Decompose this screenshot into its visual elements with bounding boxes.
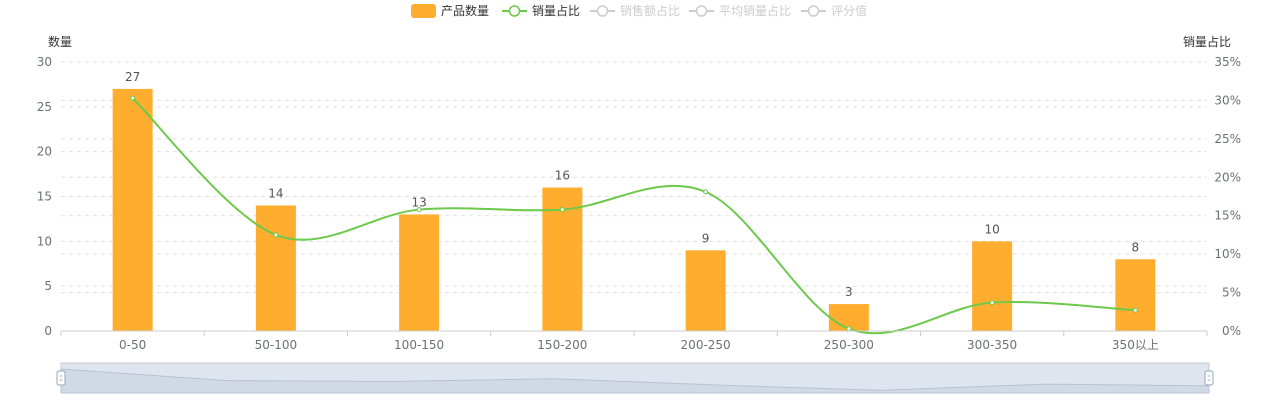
bar-data-label: 8 bbox=[1132, 240, 1140, 254]
legend-marker-icon bbox=[596, 5, 609, 17]
legend-item[interactable]: 销量占比 bbox=[502, 3, 580, 18]
zoom-handle-left[interactable] bbox=[56, 370, 66, 386]
x-tick-label: 350以上 bbox=[1112, 338, 1159, 352]
legend-marker-icon bbox=[807, 5, 820, 17]
y-tick-label-right: 35% bbox=[1214, 55, 1241, 69]
line-point[interactable] bbox=[1132, 307, 1138, 313]
axes: 0-50 50-100 100-150 150-200 200-250 250-300 30… bbox=[37, 55, 1241, 352]
legend-marker-icon bbox=[508, 5, 521, 17]
legend-item[interactable]: 销售额占比 bbox=[590, 3, 680, 18]
zoom-handle-right[interactable] bbox=[1204, 370, 1214, 386]
zoom-data-shadow bbox=[60, 368, 1210, 394]
y-tick-label-right: 30% bbox=[1214, 93, 1241, 107]
bar-series bbox=[112, 88, 1156, 332]
y-tick-label-right: 20% bbox=[1214, 170, 1241, 184]
y-tick-label-left: 0 bbox=[44, 324, 52, 338]
y-tick-label-right: 25% bbox=[1214, 132, 1241, 146]
y-tick-label-left: 30 bbox=[37, 55, 52, 69]
grid bbox=[61, 61, 1207, 294]
bar-data-labels: 27 14 13 16 9 3 10 8 bbox=[125, 70, 1139, 299]
legend-item[interactable]: 评分值 bbox=[801, 3, 867, 18]
x-tick-label: 0-50 bbox=[119, 338, 146, 352]
line-point[interactable] bbox=[273, 232, 279, 238]
data-zoom-slider[interactable] bbox=[56, 362, 1214, 394]
legend-label: 销量占比 bbox=[532, 3, 580, 18]
legend-label: 评分值 bbox=[831, 3, 867, 18]
bar-data-label: 16 bbox=[555, 169, 570, 183]
bar[interactable] bbox=[399, 214, 440, 331]
x-tick-label: 250-300 bbox=[824, 338, 874, 352]
legend-bar-swatch bbox=[411, 4, 436, 18]
y-tick-label-left: 10 bbox=[37, 234, 52, 248]
y-tick-label-left: 25 bbox=[37, 100, 52, 114]
legend-label: 销售额占比 bbox=[620, 3, 680, 18]
line-point[interactable] bbox=[703, 189, 709, 195]
x-tick-label: 200-250 bbox=[681, 338, 731, 352]
bar[interactable] bbox=[685, 250, 726, 331]
y-tick-label-right: 5% bbox=[1222, 286, 1241, 300]
legend-label: 平均销量占比 bbox=[719, 3, 791, 18]
legend-item[interactable]: 平均销量占比 bbox=[689, 3, 791, 18]
legend-marker-icon bbox=[695, 5, 708, 17]
line-point[interactable] bbox=[989, 300, 995, 306]
bar[interactable] bbox=[972, 241, 1013, 331]
bar[interactable] bbox=[255, 205, 296, 331]
line-point[interactable] bbox=[846, 326, 852, 332]
line-point[interactable] bbox=[130, 95, 136, 101]
y-tick-label-right: 0% bbox=[1222, 324, 1241, 338]
bar-data-label: 27 bbox=[125, 70, 140, 84]
y-tick-label-left: 5 bbox=[44, 279, 52, 293]
legend-item[interactable]: 产品数量 bbox=[411, 3, 489, 18]
line-point[interactable] bbox=[559, 207, 565, 213]
y-axis-title-right: 销量占比 bbox=[1183, 34, 1231, 49]
y-tick-label-left: 15 bbox=[37, 190, 52, 204]
bar-data-label: 10 bbox=[984, 222, 999, 236]
legend-label: 产品数量 bbox=[441, 3, 489, 18]
bar-data-label: 13 bbox=[411, 195, 426, 209]
y-tick-label-right: 15% bbox=[1214, 209, 1241, 223]
grip-icon bbox=[56, 370, 66, 386]
grip-icon bbox=[1204, 370, 1214, 386]
bar-data-label: 3 bbox=[845, 285, 853, 299]
bar-data-label: 14 bbox=[268, 186, 283, 200]
x-tick-label: 300-350 bbox=[967, 338, 1017, 352]
legend: 产品数量 销量占比 销售额占比 平均销量占比 评分值 bbox=[411, 3, 867, 18]
x-tick-label: 100-150 bbox=[394, 338, 444, 352]
line-series bbox=[130, 95, 1138, 335]
bar-data-label: 9 bbox=[702, 231, 710, 245]
bar[interactable] bbox=[1115, 259, 1156, 331]
bar[interactable] bbox=[112, 88, 153, 332]
line-point[interactable] bbox=[416, 207, 422, 213]
y-axis-title-left: 数量 bbox=[48, 34, 72, 49]
y-tick-label-right: 10% bbox=[1214, 247, 1241, 261]
y-tick-label-left: 20 bbox=[37, 145, 52, 159]
x-tick-label: 50-100 bbox=[255, 338, 298, 352]
x-tick-label: 150-200 bbox=[537, 338, 587, 352]
